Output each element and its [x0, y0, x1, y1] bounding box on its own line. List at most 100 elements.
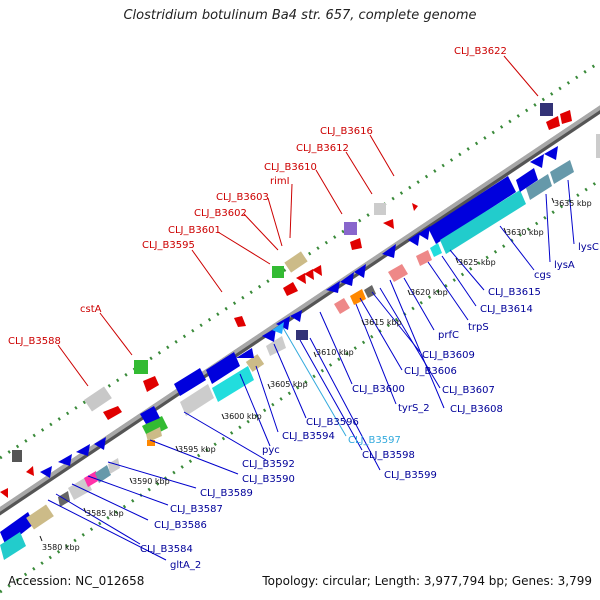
gene-label[interactable]: CLJ_B3615	[488, 287, 541, 298]
feature-gene[interactable]	[374, 203, 386, 215]
feature-gene[interactable]	[290, 310, 302, 322]
gene-label[interactable]: CLJ_B3616	[320, 126, 373, 137]
gene-label[interactable]: CLJ_B3622	[454, 46, 507, 57]
gene-label[interactable]: trpS	[468, 322, 489, 333]
gene-label[interactable]: CLJ_B3599	[384, 470, 437, 481]
feature-gene[interactable]	[546, 116, 560, 130]
feature-gene[interactable]	[544, 146, 558, 160]
feature-gene[interactable]	[95, 465, 111, 483]
gene-label[interactable]: CLJ_B3590	[242, 474, 295, 485]
gene-label[interactable]: lysA	[554, 260, 575, 271]
feature-gene[interactable]	[0, 532, 26, 560]
gene-label[interactable]: rimI	[270, 176, 290, 187]
feature-gene[interactable]	[266, 336, 286, 356]
feature-gene[interactable]	[312, 265, 322, 276]
feature-gene[interactable]	[142, 416, 168, 438]
feature-gene[interactable]	[245, 354, 265, 372]
feature-gene[interactable]	[108, 458, 120, 474]
gene-label[interactable]: CLJ_B3595	[142, 240, 195, 251]
gene-label[interactable]: CLJ_B3607	[442, 385, 495, 396]
feature-gene[interactable]	[530, 154, 544, 168]
feature-gene[interactable]	[408, 232, 420, 246]
feature-gene[interactable]	[68, 477, 92, 500]
feature-gene[interactable]	[212, 366, 254, 402]
feature-gene[interactable]	[412, 203, 418, 211]
gene-label[interactable]: CLJ_B3587	[170, 504, 223, 515]
gene-label[interactable]: CLJ_B3584	[140, 544, 193, 555]
feature-gene[interactable]	[334, 298, 350, 314]
gene-label[interactable]: CLJ_B3603	[216, 192, 269, 203]
gene-label[interactable]: CLJ_B3598	[362, 450, 415, 461]
feature-gene[interactable]	[103, 406, 122, 420]
feature-gene[interactable]	[146, 427, 162, 442]
feature-gene[interactable]	[180, 384, 214, 416]
gene-label[interactable]: CLJ_B3592	[242, 459, 295, 470]
feature-gene[interactable]	[428, 176, 516, 244]
gene-label[interactable]: CLJ_B3601	[168, 225, 221, 236]
feature-gene[interactable]	[350, 238, 362, 250]
feature-gene[interactable]	[206, 352, 240, 384]
feature-gene[interactable]	[596, 134, 600, 158]
feature-gene[interactable]	[84, 471, 98, 487]
feature-gene[interactable]	[12, 450, 22, 462]
gene-label[interactable]: CLJ_B3600	[352, 384, 405, 395]
gene-label[interactable]: gltA_2	[170, 560, 201, 571]
feature-gene[interactable]	[304, 269, 314, 280]
gene-label[interactable]: cgs	[534, 270, 551, 281]
feature-gene[interactable]	[560, 110, 572, 124]
feature-gene[interactable]	[272, 266, 284, 278]
gene-label[interactable]: CLJ_B3606	[404, 366, 457, 377]
feature-gene[interactable]	[262, 328, 276, 342]
gene-label[interactable]: lysC	[578, 242, 599, 253]
gene-label[interactable]: CLJ_B3596	[306, 417, 359, 428]
feature-gene[interactable]	[430, 243, 442, 257]
gene-label[interactable]: CLJ_B3589	[200, 488, 253, 499]
gene-label[interactable]: CLJ_B3588	[8, 336, 61, 347]
feature-gene[interactable]	[326, 281, 340, 293]
feature-gene[interactable]	[26, 466, 34, 476]
feature-gene[interactable]	[143, 376, 159, 392]
feature-gene[interactable]	[236, 348, 254, 358]
gene-label[interactable]: CLJ_B3586	[154, 520, 207, 531]
feature-gene[interactable]	[40, 466, 52, 478]
feature-gene[interactable]	[540, 103, 553, 116]
gene-label[interactable]: CLJ_B3614	[480, 304, 533, 315]
feature-gene[interactable]	[76, 444, 90, 456]
feature-gene[interactable]	[283, 282, 298, 296]
feature-gene[interactable]	[134, 360, 148, 374]
gene-label[interactable]: CLJ_B3602	[194, 208, 247, 219]
feature-gene[interactable]	[26, 504, 54, 530]
feature-gene[interactable]	[272, 322, 284, 334]
feature-gene[interactable]	[550, 160, 574, 184]
feature-gene[interactable]	[354, 264, 366, 278]
feature-gene[interactable]	[383, 219, 394, 229]
feature-gene[interactable]	[364, 285, 376, 298]
feature-gene[interactable]	[284, 251, 308, 273]
gene-label[interactable]: pyc	[262, 445, 280, 456]
feature-gene[interactable]	[94, 437, 106, 450]
feature-gene[interactable]	[388, 264, 408, 282]
feature-gene[interactable]	[526, 174, 552, 200]
feature-gene[interactable]	[418, 226, 430, 240]
feature-gene[interactable]	[296, 330, 308, 340]
feature-gene[interactable]	[140, 406, 160, 424]
gene-label-highlight[interactable]: CLJ_B3597	[348, 435, 401, 446]
gene-label[interactable]: CLJ_B3594	[282, 431, 335, 442]
gene-label[interactable]: CLJ_B3608	[450, 404, 503, 415]
gene-label[interactable]: CLJ_B3612	[296, 143, 349, 154]
feature-gene[interactable]	[344, 222, 357, 235]
gene-label[interactable]: CLJ_B3610	[264, 162, 317, 173]
gene-label[interactable]: CLJ_B3609	[422, 350, 475, 361]
feature-gene[interactable]	[516, 168, 538, 192]
feature-gene[interactable]	[340, 272, 354, 286]
feature-gene[interactable]	[296, 273, 306, 284]
feature-gene[interactable]	[440, 190, 526, 254]
feature-gene[interactable]	[234, 316, 246, 327]
feature-gene[interactable]	[147, 440, 155, 446]
feature-gene[interactable]	[350, 289, 366, 305]
feature-gene[interactable]	[84, 386, 112, 412]
feature-gene[interactable]	[58, 454, 72, 466]
gene-label[interactable]: prfC	[438, 330, 459, 341]
feature-gene[interactable]	[382, 244, 396, 258]
feature-gene[interactable]	[0, 512, 34, 546]
